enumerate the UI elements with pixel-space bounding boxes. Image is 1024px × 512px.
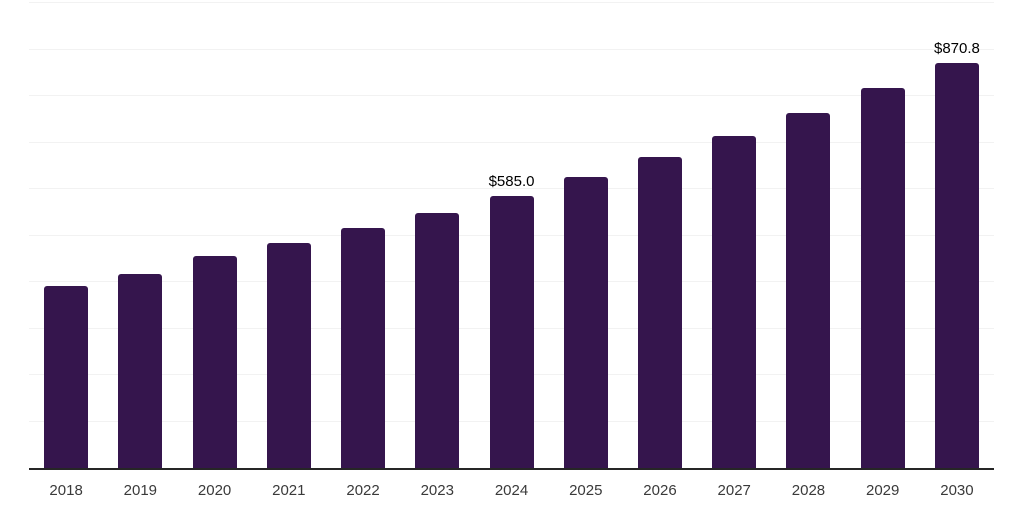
bar-2026 [637,156,682,468]
bar-2030 [934,63,979,468]
x-tick-2028: 2028 [791,482,826,499]
bar-2029 [860,87,905,468]
bar-band-2020 [177,3,251,468]
bar-band-2025 [549,3,623,468]
gridline-900 [29,48,994,50]
bar-2025 [563,177,608,468]
x-tick-2027: 2027 [717,482,751,499]
bar-band-2028 [771,3,845,468]
x-tick-2030: 2030 [940,482,974,499]
bar-band-2022 [326,3,400,468]
x-axis-ticks: 2018 2019 2020 2021 2022 2023 2024 2025 2026 2027… [29,481,994,501]
gridline-600 [29,188,994,189]
x-tick-2021: 2021 [272,482,306,499]
x-tick-2026: 2026 [643,482,677,499]
bars-container: $585.0 $870.8 [29,3,994,468]
plot-area: $585.0 $870.8 [29,2,994,470]
bar-value-label-2024: $585.0 [488,172,535,190]
bar-value-label-2030: $870.8 [933,40,980,58]
x-tick-2022: 2022 [346,482,380,499]
bar-2018 [44,286,89,468]
bar-band-2030: $870.8 [920,3,994,468]
bar-2020 [192,256,237,468]
bar-band-2021 [252,3,326,468]
bar-2019 [118,274,163,468]
bar-band-2018 [29,3,103,468]
bar-band-2024: $585.0 [474,3,548,468]
bar-2027 [712,136,757,468]
bar-band-2023 [400,3,474,468]
x-tick-2019: 2019 [123,482,158,499]
x-tick-2023: 2023 [420,482,454,499]
bar-2023 [415,213,460,468]
x-tick-2020: 2020 [197,482,232,499]
bar-2022 [341,227,386,468]
bar-2021 [266,243,311,468]
gridline-700 [29,141,994,143]
gridline-800 [29,95,994,96]
bar-band-2026 [623,3,697,468]
bar-band-2019 [103,3,177,468]
gridline-1000 [29,2,994,3]
bar-band-2029 [846,3,920,468]
x-tick-2024: 2024 [494,482,529,499]
x-tick-2029: 2029 [866,482,900,499]
x-tick-2018: 2018 [49,482,83,499]
bar-band-2027 [697,3,771,468]
bar-2028 [786,112,831,468]
bar-2024 [489,195,534,468]
x-tick-2025: 2025 [569,482,603,499]
